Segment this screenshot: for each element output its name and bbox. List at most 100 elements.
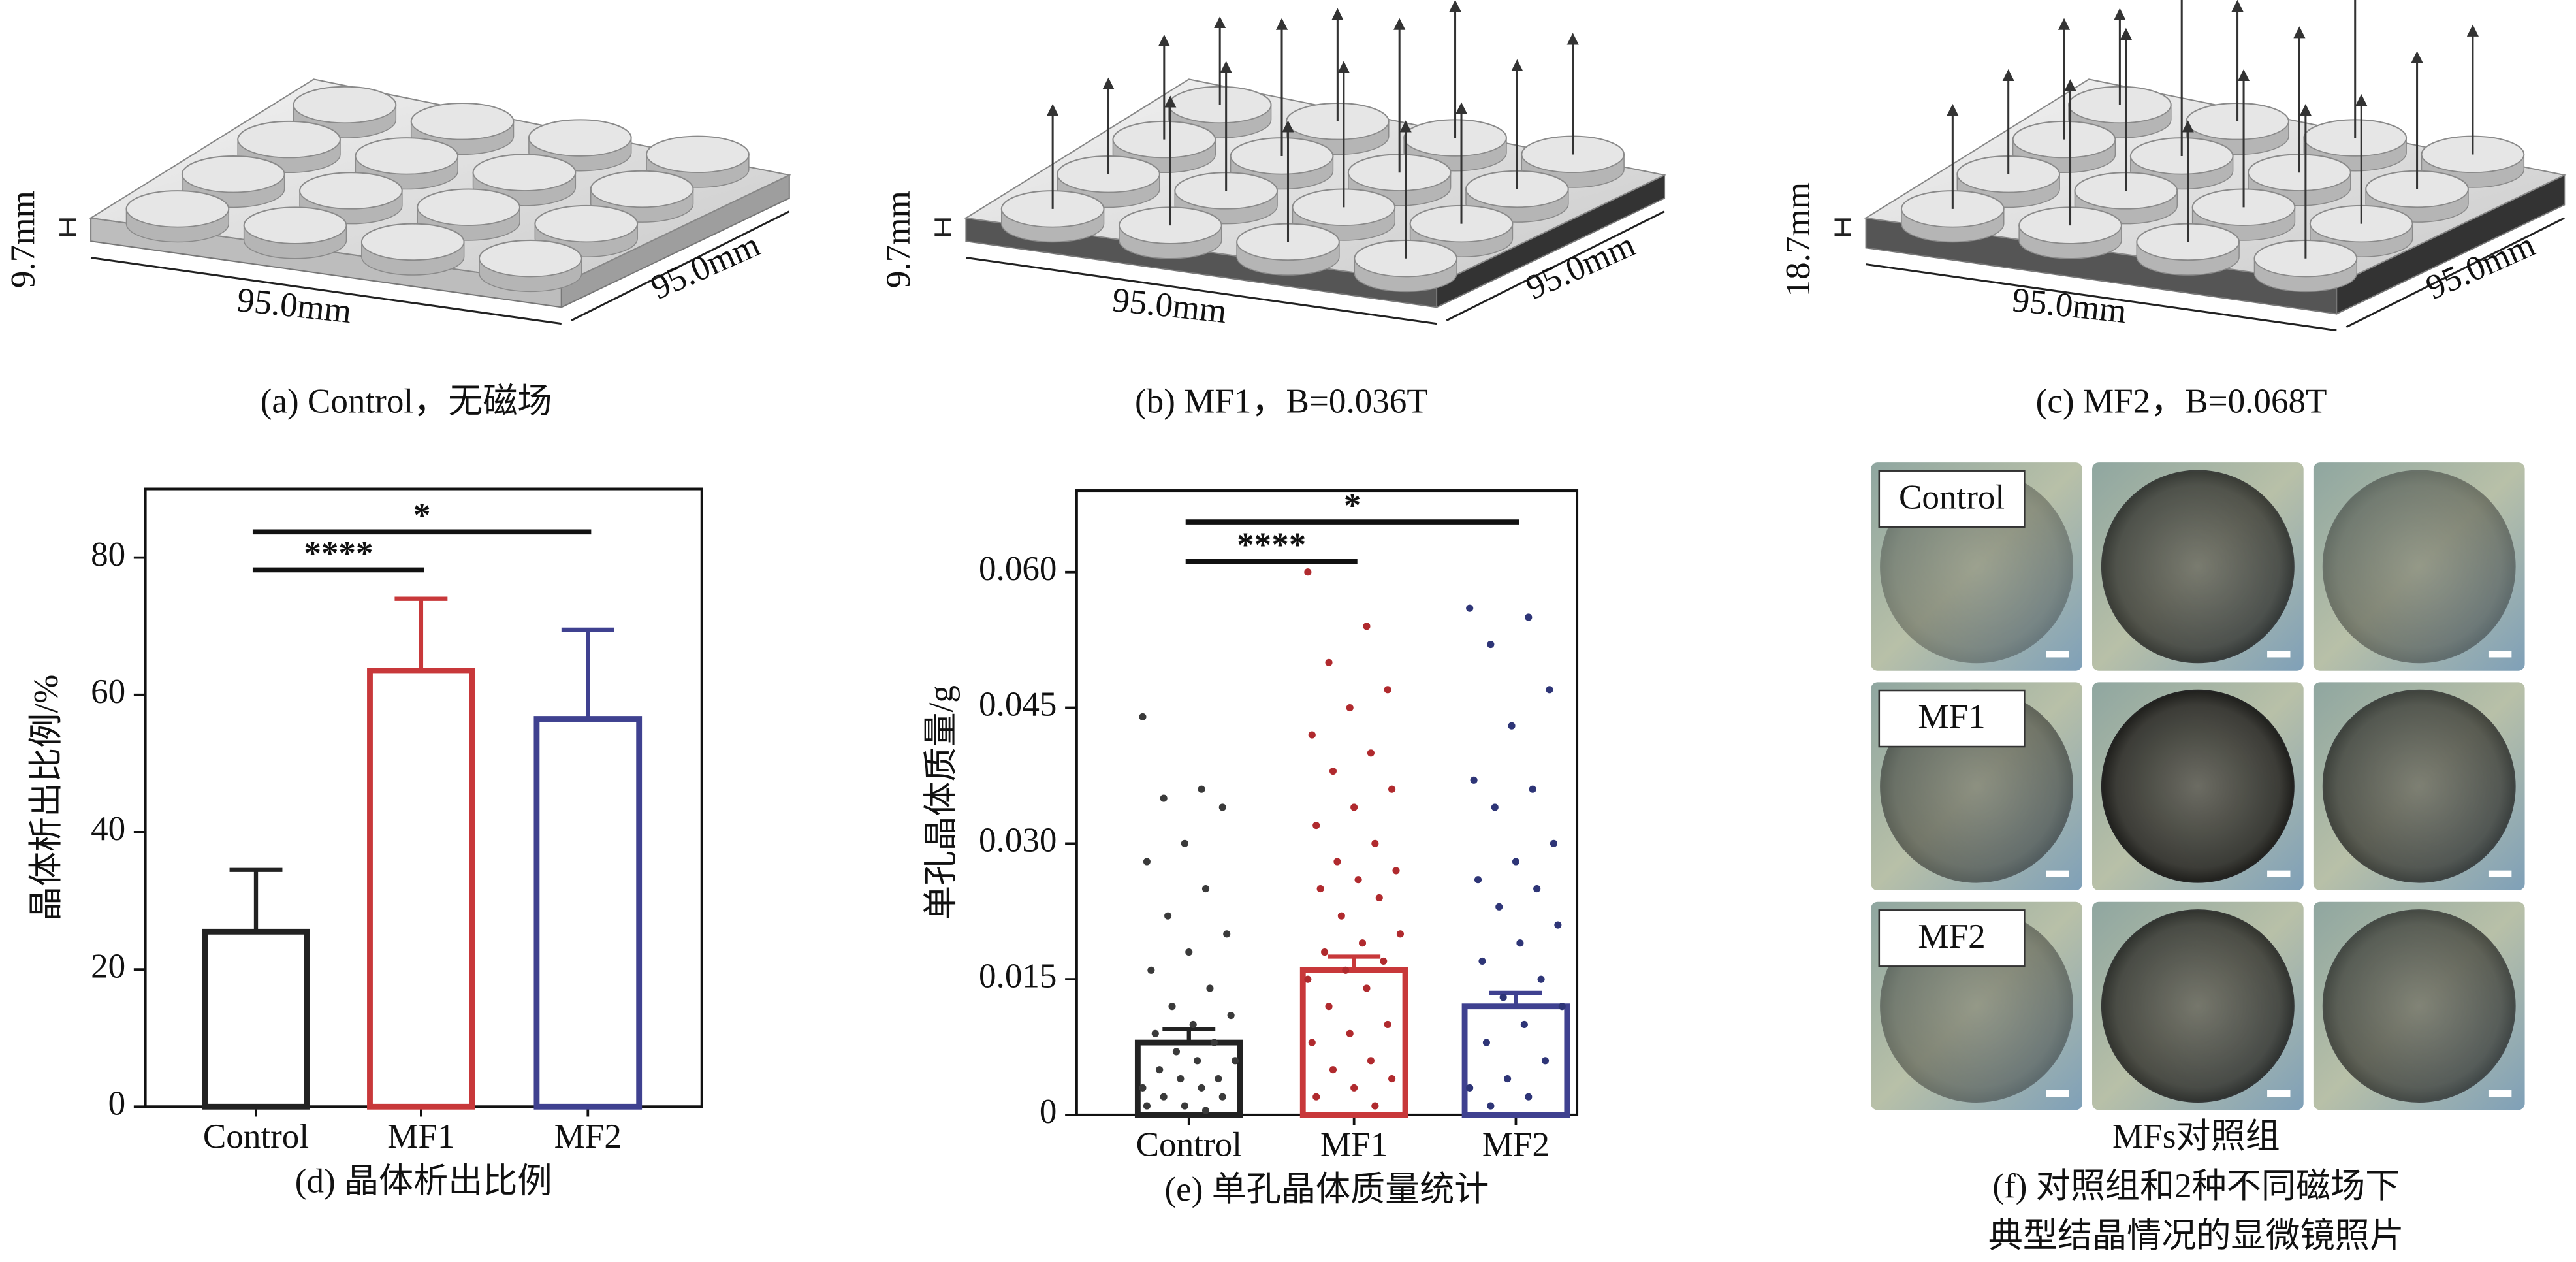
data-point (1218, 1093, 1226, 1101)
x-tick-label: MF2 (554, 1118, 622, 1156)
row-label: MF1 (1918, 698, 1985, 736)
x-tick-label: Control (1136, 1126, 1242, 1164)
data-point (1304, 975, 1312, 983)
crystal-well (2101, 470, 2295, 664)
well-wall (1119, 225, 1222, 259)
y-tick-label: 0 (1040, 1093, 1057, 1131)
y-tick-label: 80 (91, 536, 125, 574)
data-point (1168, 1003, 1176, 1011)
data-point (1342, 966, 1350, 974)
panel-caption: (d) 晶体析出比例 (295, 1162, 552, 1200)
data-point (1550, 839, 1557, 847)
data-point (1363, 984, 1371, 992)
data-point (1308, 1039, 1316, 1046)
height-marker (934, 218, 951, 236)
crystal-well (2322, 909, 2516, 1103)
width-label: 95.0mm (235, 281, 353, 331)
data-point (1529, 785, 1536, 793)
x-tick-label: Control (203, 1118, 309, 1156)
well-wall (361, 242, 465, 276)
data-point (1363, 623, 1371, 630)
y-axis-label: 单孔晶体质量/g (923, 685, 961, 920)
y-tick-label: 60 (91, 673, 125, 711)
bar (1134, 1039, 1243, 1118)
width-dim (1866, 263, 2337, 332)
data-point (1201, 1107, 1210, 1114)
height-label: 18.7mm (1779, 182, 1817, 297)
scale-bar (2046, 651, 2069, 658)
data-point (1139, 713, 1147, 720)
data-point (1495, 903, 1503, 911)
data-point (1151, 1029, 1159, 1037)
photo-grid: Control MF1 MF2 MFs对照组 (f) 对照组和2种不同磁场下典型结晶情况… (1871, 462, 2525, 1255)
data-point (1139, 1084, 1147, 1092)
panel-caption: (f) 对照组和2种不同磁场下 (1992, 1167, 2400, 1205)
data-point (1546, 686, 1553, 694)
data-point (1164, 912, 1172, 920)
data-point (1491, 803, 1499, 811)
y-tick-label: 0.030 (979, 822, 1057, 860)
data-point (1487, 1102, 1495, 1110)
data-point (1312, 822, 1320, 830)
data-point (1198, 785, 1205, 793)
data-point (1371, 1102, 1379, 1110)
data-point (1329, 767, 1337, 775)
data-point (1185, 948, 1193, 956)
data-point (1525, 1093, 1533, 1101)
well-wall (2136, 242, 2240, 276)
well-wall (1236, 242, 1340, 276)
data-point (1350, 1084, 1358, 1092)
data-point (1482, 1039, 1490, 1046)
data-point (1384, 1020, 1391, 1028)
data-point (1367, 749, 1375, 757)
sig-label: **** (1237, 526, 1306, 564)
y-tick-label: 0.045 (979, 686, 1057, 724)
data-point (1520, 1020, 1528, 1028)
sig-label: * (413, 496, 431, 534)
data-point (1516, 939, 1524, 947)
row-label: Control (1899, 478, 2005, 516)
well-wall (479, 258, 582, 293)
data-point (1554, 921, 1562, 929)
data-point (1358, 939, 1367, 947)
plot-frame (1075, 489, 1579, 1116)
data-point (1201, 885, 1210, 893)
data-point (1172, 1048, 1181, 1056)
x-tick-label: MF1 (1320, 1126, 1388, 1164)
data-point (1232, 1057, 1239, 1065)
scale-bar (2488, 651, 2512, 658)
panel-caption: (e) 单孔晶体质量统计 (1164, 1171, 1489, 1208)
well-wall (2018, 225, 2122, 259)
scale-bar (2046, 1090, 2069, 1097)
data-point (1487, 640, 1495, 649)
sig-label: * (1344, 487, 1361, 525)
data-point (1388, 1075, 1396, 1083)
data-point (1537, 975, 1545, 983)
data-point (1499, 994, 1507, 1001)
data-point (1333, 858, 1341, 866)
data-point (1466, 604, 1474, 612)
data-point (1541, 1057, 1550, 1065)
bar-chart: 0 0.015 0.030 0.045 0.060 单孔晶体质量/g Control MF1 M… (923, 487, 1579, 1208)
x-tick-label: MF1 (387, 1118, 454, 1156)
data-point (1474, 876, 1482, 884)
data-point (1143, 1102, 1151, 1110)
sig-label: **** (304, 534, 373, 572)
well-wall (1354, 258, 1457, 293)
well-wall (1000, 208, 1105, 243)
data-point (1321, 948, 1329, 956)
well-wall (1901, 208, 2005, 243)
data-point (1177, 1075, 1185, 1083)
data-point (1466, 1084, 1474, 1092)
height-label: 9.7mm (5, 191, 42, 288)
width-dim (90, 256, 562, 325)
data-point (1354, 876, 1362, 884)
scale-bar (2267, 1090, 2291, 1097)
data-point (1367, 1057, 1375, 1065)
data-point (1198, 1084, 1205, 1092)
data-point (1160, 794, 1168, 802)
